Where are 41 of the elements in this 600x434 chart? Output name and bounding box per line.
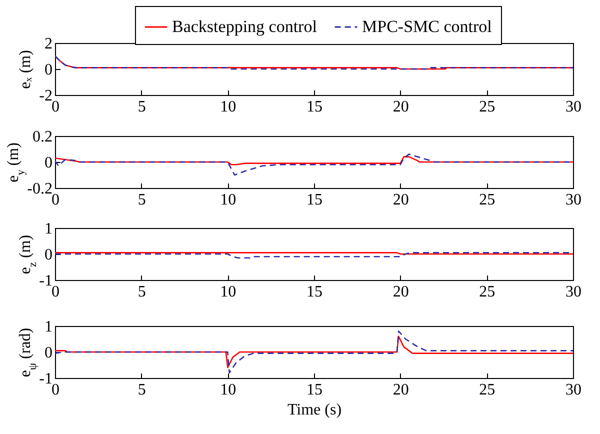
x-tick-label: 20 [392, 98, 409, 116]
x-tick-label: 20 [392, 284, 409, 300]
legend-label: MPC-SMC control [362, 17, 492, 36]
x-tick-label: 30 [566, 382, 582, 398]
x-tick-label: 5 [138, 382, 146, 398]
x-axis-title: Time (s) [287, 402, 342, 418]
y-tick-label: 0 [44, 62, 52, 78]
y-tick-label: 1 [44, 220, 52, 238]
x-tick-label: 15 [306, 192, 322, 208]
x-tick-label: 20 [392, 192, 409, 208]
x-tick-label: 5 [138, 192, 146, 208]
y-tick-label: 2 [44, 36, 52, 52]
x-tick-label: 10 [220, 382, 236, 398]
x-tick-label: 30 [566, 192, 582, 208]
x-tick-label: 10 [220, 98, 236, 116]
x-tick-label: 5 [138, 98, 146, 116]
x-tick-label: 15 [306, 382, 322, 398]
x-tick-label: 25 [479, 192, 496, 208]
x-tick-label: 10 [220, 192, 236, 208]
x-tick-label: 25 [479, 284, 496, 300]
y-tick-label: 1 [44, 318, 52, 336]
legend-label: Backstepping control [172, 17, 318, 36]
y-tick-label: -0.2 [27, 180, 52, 198]
y-tick-label: -1 [39, 370, 52, 388]
y-tick-label: 0 [44, 246, 52, 264]
y-tick-label: 0 [44, 154, 52, 172]
x-tick-label: 30 [566, 284, 582, 300]
x-tick-label: 5 [138, 284, 146, 300]
x-tick-label: 25 [479, 382, 496, 398]
y-axis-title: eₓ (m) [17, 50, 34, 89]
x-tick-label: 15 [306, 98, 322, 116]
x-tick-label: 10 [220, 284, 236, 300]
x-tick-label: 30 [566, 98, 582, 116]
y-tick-label: -2 [39, 88, 52, 104]
x-tick-label: 20 [392, 382, 409, 398]
x-tick-label: 25 [479, 98, 496, 116]
y-tick-label: 0.2 [32, 128, 52, 146]
x-tick-label: 15 [306, 284, 322, 300]
y-tick-label: 0 [44, 344, 52, 362]
y-tick-label: -1 [39, 272, 52, 290]
line-series [55, 55, 573, 70]
